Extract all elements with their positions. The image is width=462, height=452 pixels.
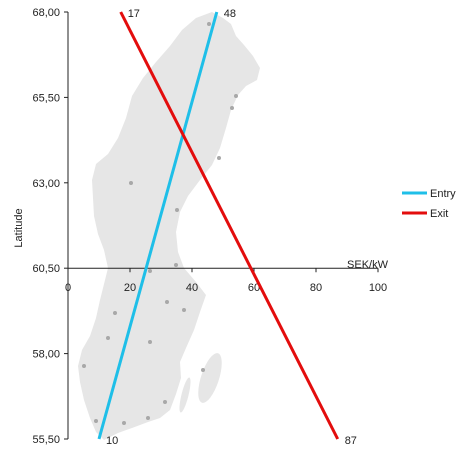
city-dot [106, 336, 110, 340]
city-dot [201, 368, 205, 372]
city-dot [234, 94, 238, 98]
city-dot [165, 300, 169, 304]
data-label: 17 [128, 8, 140, 20]
city-dot [174, 263, 178, 267]
x-tick-label: 80 [310, 282, 322, 294]
city-dot [148, 340, 152, 344]
legend: Entry Exit [402, 188, 456, 220]
city-dot [122, 421, 126, 425]
x-tick-label: 60 [248, 282, 260, 294]
y-tick-label: 58,00 [32, 349, 60, 361]
legend-label: Exit [430, 208, 448, 220]
city-dot [163, 400, 167, 404]
data-label: 10 [106, 435, 118, 447]
sweden-mainland-shape [78, 12, 260, 440]
y-tick-label: 60,50 [32, 263, 60, 275]
city-dot [175, 208, 179, 212]
map-city-dots [82, 22, 238, 425]
data-label: 48 [224, 8, 236, 20]
city-dot [146, 416, 150, 420]
y-tick-label: 65,50 [32, 92, 60, 104]
gotland-island-shape [198, 353, 222, 403]
series-line-exit [119, 11, 340, 440]
x-tick-label: 100 [369, 282, 387, 294]
city-dot [82, 364, 86, 368]
city-dot [148, 269, 152, 273]
x-axis-label: SEK/kW [347, 259, 389, 271]
city-dot [217, 156, 221, 160]
y-axis-label: Latitude [13, 208, 25, 247]
x-tick-label: 40 [186, 282, 198, 294]
y-tick-label: 68,00 [32, 7, 60, 19]
x-tick-label: 20 [124, 282, 136, 294]
y-tick-label: 63,00 [32, 178, 60, 190]
city-dot [182, 308, 186, 312]
series-lines: 10 48 17 87 [97, 8, 357, 447]
series-line-entry [97, 11, 219, 440]
data-label: 87 [345, 435, 357, 447]
sweden-map-background [78, 12, 260, 440]
city-dot [129, 181, 133, 185]
legend-label: Entry [430, 188, 456, 200]
city-dot [230, 106, 234, 110]
y-tick-label: 55,50 [32, 434, 60, 446]
city-dot [94, 419, 98, 423]
city-dot [113, 311, 117, 315]
x-tick-label: 0 [65, 282, 71, 294]
city-dot [207, 22, 211, 26]
oland-island-shape [179, 377, 191, 413]
